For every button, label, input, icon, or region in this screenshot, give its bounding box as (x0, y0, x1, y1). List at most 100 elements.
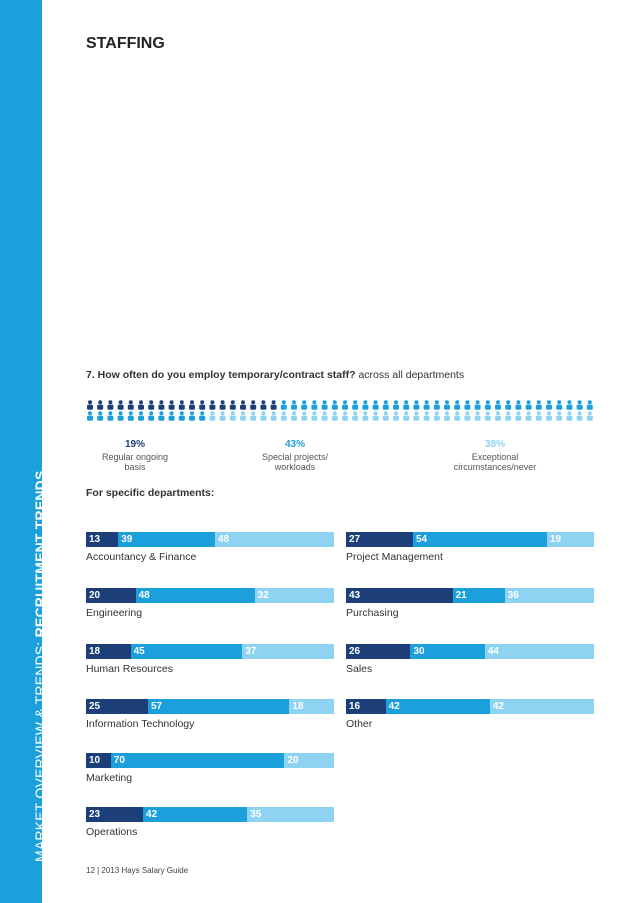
department-label: Other (346, 718, 373, 730)
stacked-bar: 25 57 18 (86, 699, 334, 714)
department-item: 25 57 18 Information Technology (86, 699, 334, 730)
department-label: Accountancy & Finance (86, 551, 197, 563)
person-icon (168, 411, 175, 421)
overall-pct-label: Regular ongoing basis (101, 452, 169, 472)
department-item: 26 30 44 Sales (346, 644, 594, 675)
person-icon (291, 411, 297, 421)
person-icon (576, 411, 583, 421)
person-icon (189, 400, 195, 410)
person-icon (301, 411, 308, 421)
person-icon (199, 400, 206, 410)
person-icon (97, 411, 104, 421)
bar-segment: 36 (504, 588, 594, 603)
stacked-bar: 20 48 32 (86, 588, 334, 603)
stacked-bar: 43 21 36 (346, 588, 594, 603)
person-icon (219, 411, 226, 421)
question-rest: across all departments (355, 369, 465, 381)
bar-segment: 18 (289, 699, 334, 714)
stacked-bar: 10 70 20 (86, 753, 334, 768)
person-icon (433, 411, 440, 421)
person-icon (209, 400, 216, 410)
person-icon (250, 411, 257, 421)
bar-segment: 21 (452, 588, 505, 603)
person-icon (586, 411, 593, 421)
person-icon (474, 411, 481, 421)
bar-segment: 20 (284, 753, 334, 768)
person-icon (556, 411, 563, 421)
person-icon (260, 400, 267, 410)
person-icon (311, 400, 318, 410)
person-icon (107, 411, 114, 421)
person-icon (474, 400, 481, 410)
person-icon (321, 411, 328, 421)
person-icon (127, 400, 134, 410)
person-icon (270, 411, 277, 421)
person-icon (382, 400, 389, 410)
bar-segment: 25 (86, 699, 148, 714)
bar-segment: 13 (86, 532, 119, 547)
person-icon (413, 400, 420, 410)
person-icon (454, 400, 461, 410)
person-icon (199, 411, 206, 421)
department-label: Sales (346, 663, 373, 675)
person-icon (158, 400, 165, 410)
person-icon (107, 400, 114, 410)
page-footer: 12 | 2013 Hays Salary Guide (86, 866, 189, 875)
person-icon (240, 400, 246, 410)
person-icon (495, 411, 501, 421)
bar-segment: 48 (135, 588, 255, 603)
person-icon (525, 411, 532, 421)
person-icon (444, 400, 450, 410)
person-icon (342, 411, 348, 421)
person-icon (362, 411, 369, 421)
overall-pct-value: 19% (124, 439, 145, 450)
overall-pct-block: 19% Regular ongoing basis (80, 439, 190, 473)
person-icon (433, 400, 440, 410)
department-label: Purchasing (346, 607, 399, 619)
bar-segment: 57 (148, 699, 290, 714)
person-icon (515, 400, 522, 410)
overall-pct-block: 38% Exceptional circumstances/never (440, 439, 550, 473)
department-item: 16 42 42 Other (346, 699, 594, 730)
bar-segment: 42 (143, 807, 248, 822)
person-icon (464, 411, 471, 421)
department-item: 18 45 37 Human Resources (86, 644, 334, 675)
person-icon (87, 411, 93, 421)
person-icon (291, 400, 297, 410)
person-icon (372, 400, 379, 410)
person-icon (403, 411, 410, 421)
person-icon (229, 411, 236, 421)
department-label: Operations (86, 826, 138, 838)
bar-segment: 44 (484, 644, 594, 659)
person-icon (403, 400, 410, 410)
bar-segment: 48 (214, 532, 334, 547)
department-label: Engineering (86, 607, 143, 619)
department-label: Marketing (86, 772, 133, 784)
department-item: 27 54 19 Project Management (346, 532, 594, 563)
bar-segment: 23 (86, 807, 144, 822)
person-icon (454, 411, 461, 421)
person-icon (117, 411, 124, 421)
bar-segment: 42 (489, 699, 594, 714)
person-icon (566, 411, 573, 421)
person-icon (566, 400, 573, 410)
person-icon (362, 400, 369, 410)
stacked-bar: 23 42 35 (86, 807, 334, 822)
bar-segment: 19 (546, 532, 594, 547)
person-icon (280, 400, 287, 410)
sidebar-band: MARKET OVERVIEW & TRENDS: RECRUITMENT TR… (0, 0, 48, 903)
person-icon (586, 400, 593, 410)
stacked-bar: 16 42 42 (346, 699, 594, 714)
person-icon (138, 400, 144, 410)
person-icon (250, 400, 257, 410)
stacked-bar: 27 54 19 (346, 532, 594, 547)
person-icon (546, 411, 552, 421)
sidebar-title-bold: RECRUITMENT TRENDS (32, 470, 48, 638)
person-icon (178, 400, 185, 410)
overall-pct-value: 38% (484, 439, 505, 450)
person-icon (484, 411, 491, 421)
person-icon (556, 400, 563, 410)
bar-segment: 70 (110, 753, 285, 768)
bar-segment: 20 (86, 588, 136, 603)
person-icon (158, 411, 165, 421)
